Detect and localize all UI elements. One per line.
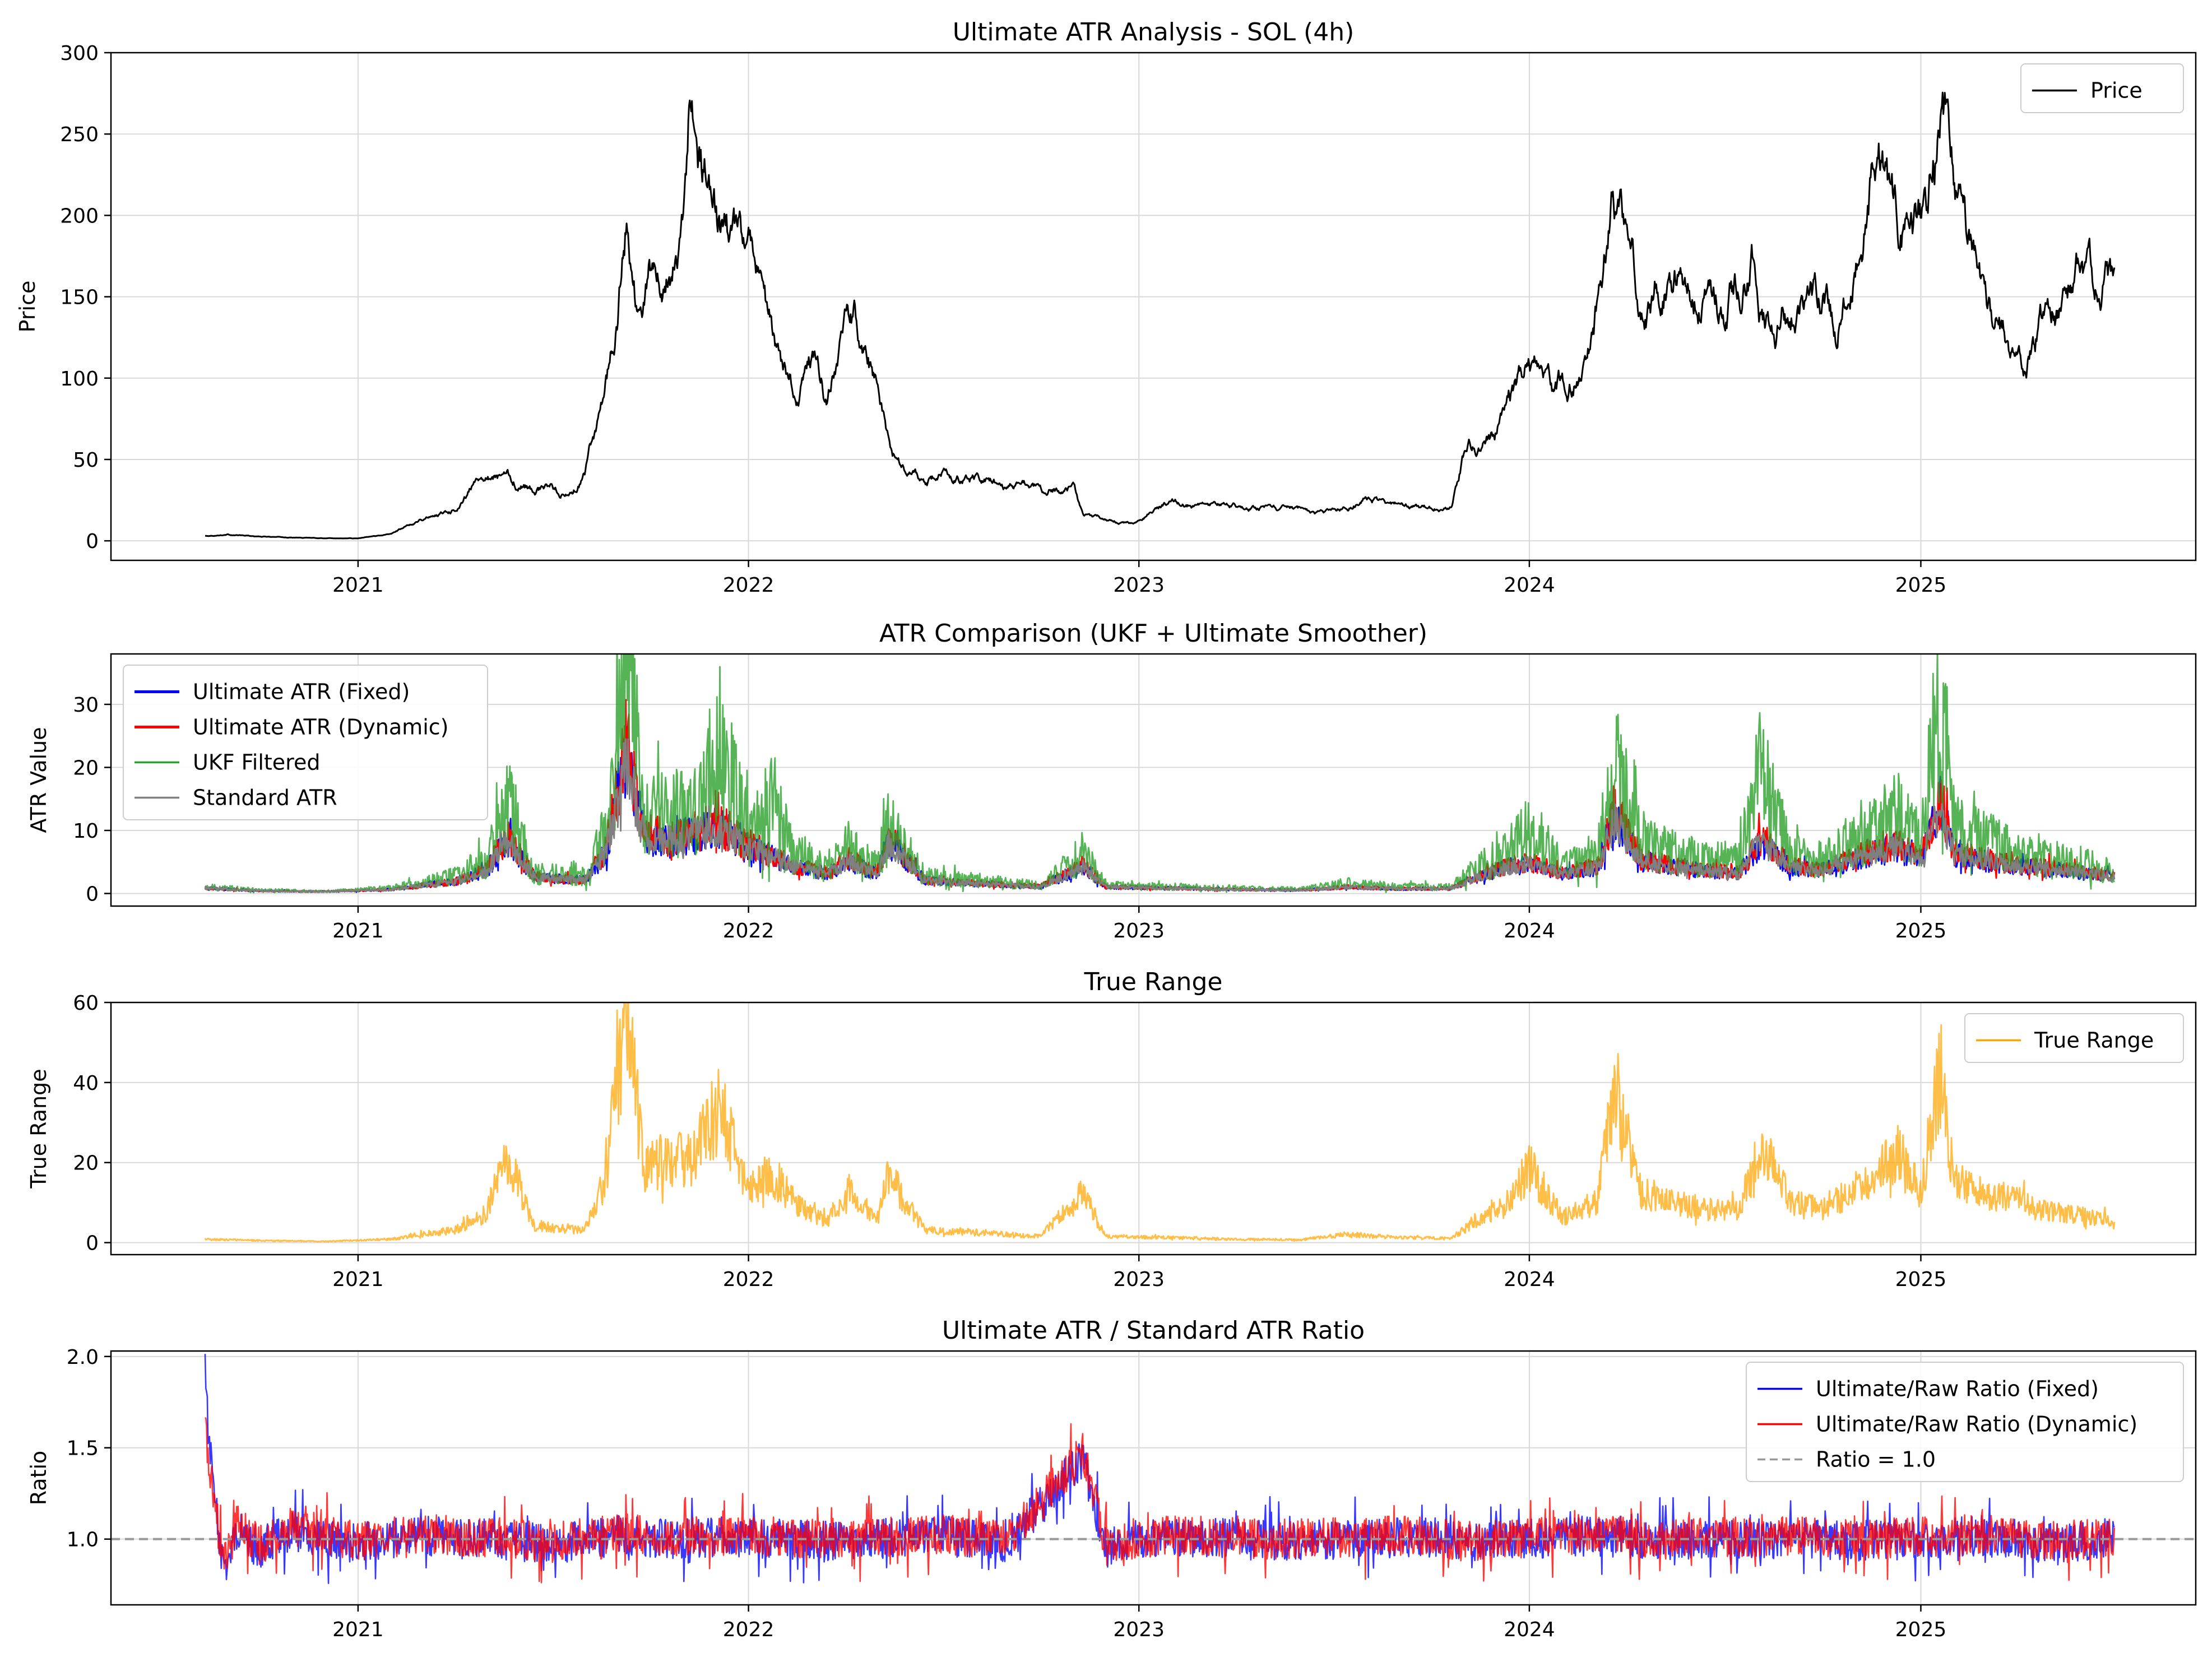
legend: Price: [2020, 63, 2184, 113]
legend-label: UKF Filtered: [193, 750, 320, 775]
legend-label: Ultimate/Raw Ratio (Fixed): [1816, 1377, 2099, 1401]
axes-frame: [110, 1350, 2197, 1606]
chart-title: Ultimate ATR Analysis - SOL (4h): [953, 18, 1355, 47]
plot-area: [204, 654, 2116, 894]
x-tick-label: 2023: [1113, 1618, 1165, 1641]
legend-label: Ultimate ATR (Dynamic): [193, 715, 448, 740]
x-tick-label: 2025: [1895, 1268, 1947, 1291]
legend-box: [123, 665, 488, 820]
x-tick-label: 2023: [1113, 920, 1165, 943]
y-tick-label: 1.5: [67, 1437, 99, 1460]
y-axis-label: True Range: [26, 1069, 51, 1189]
legend-box: [1964, 1013, 2184, 1063]
chart-title: True Range: [1084, 968, 1223, 996]
y-tick-label: 1.0: [67, 1529, 99, 1552]
y-tick-label: 50: [73, 449, 99, 472]
y-tick-label: 20: [73, 1152, 99, 1175]
legend-label: Price: [2090, 78, 2143, 103]
y-tick-label: 20: [73, 757, 99, 780]
y-tick-label: 250: [60, 123, 99, 146]
chart-panel-3: 2021 2022 2023 2024 2025 0 20 40 60 True Range Tru…: [26, 968, 2197, 1291]
y-tick-label: 150: [60, 286, 99, 309]
x-tick-label: 2022: [723, 1618, 775, 1641]
chart-title: ATR Comparison (UKF + Ultimate Smoother): [879, 619, 1427, 648]
y-tick-label: 40: [73, 1072, 99, 1095]
legend-label: True Range: [2034, 1028, 2154, 1053]
y-tick-label: 2.0: [67, 1346, 99, 1369]
x-tick-label: 2023: [1113, 574, 1165, 597]
legend: True Range: [1964, 1013, 2184, 1063]
axes-frame: [110, 52, 2197, 561]
x-tick-label: 2021: [332, 1618, 384, 1641]
y-tick-label: 60: [73, 992, 99, 1015]
x-tick-label: 2024: [1504, 1268, 1555, 1291]
legend: Ultimate/Raw Ratio (Fixed) Ultimate/Raw R…: [1746, 1362, 2184, 1482]
plot-area: [204, 1002, 2116, 1243]
y-axis-label: ATR Value: [26, 727, 51, 833]
legend: Ultimate ATR (Fixed) Ultimate ATR (Dynami…: [123, 665, 488, 820]
y-tick-label: 0: [86, 1232, 99, 1255]
legend-label: Ultimate ATR (Fixed): [193, 680, 410, 704]
legend-box: [1746, 1362, 2184, 1482]
plot-area: [205, 91, 2116, 540]
y-axis-label: Ratio: [26, 1451, 51, 1506]
series-line: [205, 91, 2116, 540]
chart-panel-4: 2021 2022 2023 2024 2025 1.0 1.5 2.0 Ultimate AT…: [26, 1316, 2197, 1641]
x-tick-label: 2024: [1504, 920, 1555, 943]
series-line: [204, 1417, 2116, 1584]
chart-panel-2: 2021 2022 2023 2024 2025 0 10 20 30 ATR Compariso…: [26, 619, 2197, 943]
x-tick-label: 2021: [332, 920, 384, 943]
x-tick-label: 2024: [1504, 574, 1555, 597]
x-tick-label: 2022: [723, 920, 775, 943]
y-tick-label: 100: [60, 368, 99, 391]
y-tick-label: 0: [86, 530, 99, 553]
chart-title: Ultimate ATR / Standard ATR Ratio: [942, 1316, 1365, 1345]
y-tick-label: 10: [73, 820, 99, 843]
x-tick-label: 2023: [1113, 1268, 1165, 1291]
x-tick-label: 2022: [723, 574, 775, 597]
series-line: [204, 1002, 2116, 1243]
y-tick-label: 300: [60, 42, 99, 65]
x-tick-label: 2025: [1895, 574, 1947, 597]
chart-panel-1: 2021 2022 2023 2024 2025 0 50 100 150 200 250 300 Ul…: [15, 18, 2197, 597]
legend-box: [2020, 63, 2184, 113]
y-tick-label: 0: [86, 883, 99, 906]
x-tick-label: 2025: [1895, 920, 1947, 943]
legend-label: Standard ATR: [193, 786, 337, 810]
plot-area: [111, 1354, 2196, 1584]
x-tick-label: 2025: [1895, 1618, 1947, 1641]
series-line: [204, 738, 2116, 893]
x-tick-label: 2021: [332, 1268, 384, 1291]
axes-frame: [110, 653, 2197, 907]
legend-label: Ultimate/Raw Ratio (Dynamic): [1816, 1412, 2137, 1437]
axes-frame: [110, 1001, 2197, 1256]
y-axis-label: Price: [15, 281, 40, 333]
y-tick-label: 30: [73, 694, 99, 717]
x-tick-label: 2021: [332, 574, 384, 597]
legend-label: Ratio = 1.0: [1816, 1447, 1936, 1472]
x-tick-label: 2022: [723, 1268, 775, 1291]
y-tick-label: 200: [60, 205, 99, 228]
x-tick-label: 2024: [1504, 1618, 1555, 1641]
